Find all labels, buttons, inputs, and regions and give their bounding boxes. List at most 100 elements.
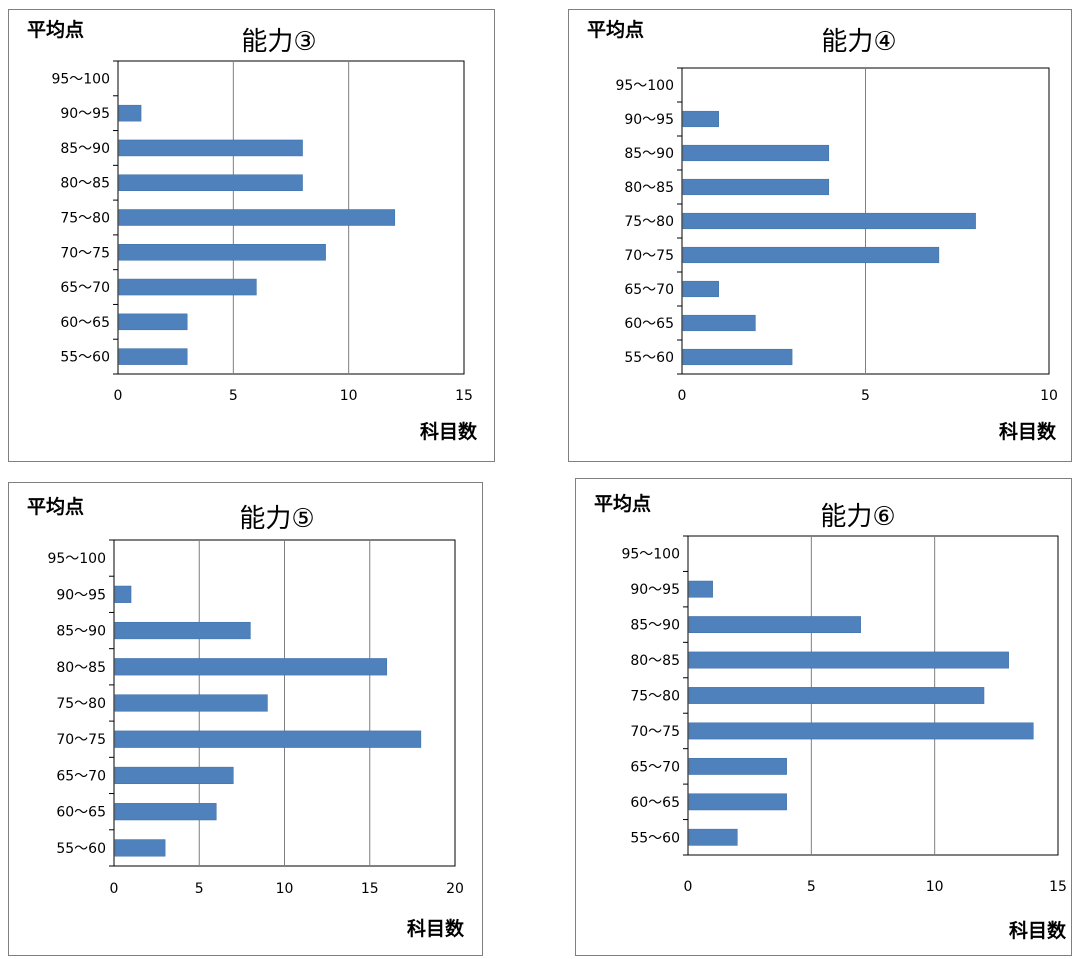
- bar: [682, 280, 719, 298]
- x-tick-label: 10: [276, 881, 294, 897]
- bar-chart-svg: 平均点 能力③ 95～100 90～95 85～90 80～85 75～80 70～75 65～…: [27, 18, 478, 443]
- category-label: 90～95: [56, 587, 106, 603]
- bar: [114, 766, 234, 785]
- category-label: 70～75: [630, 724, 680, 740]
- x-axis-label: 科目数: [420, 420, 478, 443]
- category-label: 85～90: [630, 618, 680, 634]
- category-label: 95～100: [621, 547, 680, 563]
- chart-title: 能力⑤: [239, 504, 314, 534]
- category-label: 80～85: [60, 176, 110, 192]
- chart-panel-ability-5: 平均点 能力⑤ 95～100 90～95 85～90 80～85 75～80 70～75 65～…: [8, 482, 483, 956]
- x-tick-label: 5: [229, 388, 238, 404]
- x-axis-label: 科目数: [999, 420, 1057, 443]
- x-tick-label: 15: [361, 881, 379, 897]
- bar: [114, 730, 422, 748]
- y-axis-label: 平均点: [587, 18, 644, 41]
- x-tick-label: 5: [807, 879, 816, 895]
- bar: [118, 348, 188, 365]
- category-label: 80～85: [56, 660, 106, 676]
- category-label: 90～95: [630, 582, 680, 598]
- bar: [114, 839, 166, 857]
- bar: [688, 651, 1009, 669]
- category-label: 75～80: [630, 689, 680, 705]
- bar: [688, 687, 985, 704]
- bar: [118, 174, 303, 191]
- category-label: 70～75: [56, 732, 106, 748]
- category-label: 80～85: [630, 653, 680, 669]
- category-label: 65～70: [56, 768, 106, 784]
- bar: [114, 694, 268, 712]
- bar-chart-svg: 平均点 能力④ 95～100 90～95 85～90 80～85 75～80 70～75 65～…: [587, 18, 1058, 443]
- bar: [118, 278, 257, 296]
- bar: [688, 793, 787, 811]
- chart-panel-ability-3: 平均点 能力③ 95～100 90～95 85～90 80～85 75～80 70～75 65～…: [8, 9, 495, 462]
- bar: [114, 803, 217, 821]
- category-label: 55～60: [624, 350, 674, 366]
- x-tick-label: 0: [114, 388, 123, 404]
- bar: [682, 348, 793, 366]
- category-label: 70～75: [624, 248, 674, 264]
- y-axis-label: 平均点: [27, 495, 84, 518]
- bar: [688, 616, 861, 634]
- bar: [682, 212, 976, 230]
- category-label: 85～90: [624, 146, 674, 162]
- category-label: 90～95: [624, 112, 674, 128]
- category-label: 80～85: [624, 180, 674, 196]
- x-axis-label: 科目数: [1009, 919, 1067, 942]
- bar: [118, 139, 303, 157]
- bar: [688, 722, 1034, 740]
- y-axis-label: 平均点: [27, 18, 84, 41]
- chart-title: 能力④: [821, 27, 896, 57]
- bar-chart-svg: 平均点 能力⑥ 95～100 90～95 85～90 80～85 75～80 70～75 65～…: [594, 492, 1067, 942]
- bar: [118, 244, 326, 261]
- category-label: 65～70: [630, 759, 680, 775]
- x-tick-label: 15: [455, 388, 473, 404]
- chart-panel-ability-4: 平均点 能力④ 95～100 90～95 85～90 80～85 75～80 70～75 65～…: [568, 9, 1072, 462]
- bar: [118, 104, 142, 122]
- bar: [682, 314, 756, 332]
- category-label: 60～65: [60, 315, 110, 331]
- category-label: 90～95: [60, 106, 110, 122]
- category-label: 95～100: [51, 71, 110, 87]
- category-label: 85～90: [60, 141, 110, 157]
- x-tick-label: 15: [1049, 879, 1067, 895]
- bar: [114, 621, 251, 640]
- category-label: 55～60: [56, 841, 106, 857]
- bar: [688, 757, 787, 775]
- x-tick-label: 5: [195, 881, 204, 897]
- y-axis-label: 平均点: [594, 492, 651, 515]
- bar-chart-svg: 平均点 能力⑤ 95～100 90～95 85～90 80～85 75～80 70～75 65～…: [27, 495, 465, 940]
- x-tick-label: 0: [110, 881, 119, 897]
- category-label: 75～80: [624, 214, 674, 230]
- category-label: 65～70: [624, 282, 674, 298]
- category-label: 75～80: [60, 211, 110, 227]
- bar: [118, 313, 188, 331]
- bar: [682, 110, 719, 128]
- chart-title: 能力③: [241, 27, 316, 57]
- category-label: 60～65: [56, 805, 106, 821]
- category-label: 55～60: [60, 350, 110, 366]
- x-tick-label: 10: [340, 388, 358, 404]
- bar: [682, 144, 830, 162]
- category-label: 95～100: [615, 78, 674, 94]
- x-tick-label: 10: [1040, 388, 1058, 404]
- bar: [118, 209, 396, 226]
- x-tick-label: 0: [678, 388, 687, 404]
- category-label: 70～75: [60, 245, 110, 261]
- chart-title: 能力⑥: [820, 502, 895, 532]
- x-tick-label: 10: [926, 879, 944, 895]
- category-label: 85～90: [56, 624, 106, 640]
- category-label: 75～80: [56, 696, 106, 712]
- category-label: 60～65: [624, 316, 674, 332]
- bar: [114, 658, 388, 676]
- category-label: 65～70: [60, 280, 110, 296]
- chart-panel-ability-6: 平均点 能力⑥ 95～100 90～95 85～90 80～85 75～80 70～75 65～…: [575, 478, 1072, 956]
- category-label: 95～100: [47, 551, 106, 567]
- bar: [688, 580, 713, 598]
- category-label: 55～60: [630, 830, 680, 846]
- bar: [682, 246, 940, 264]
- x-tick-label: 5: [861, 388, 870, 404]
- bar: [682, 178, 830, 196]
- x-tick-label: 0: [684, 879, 693, 895]
- x-tick-label: 20: [446, 881, 464, 897]
